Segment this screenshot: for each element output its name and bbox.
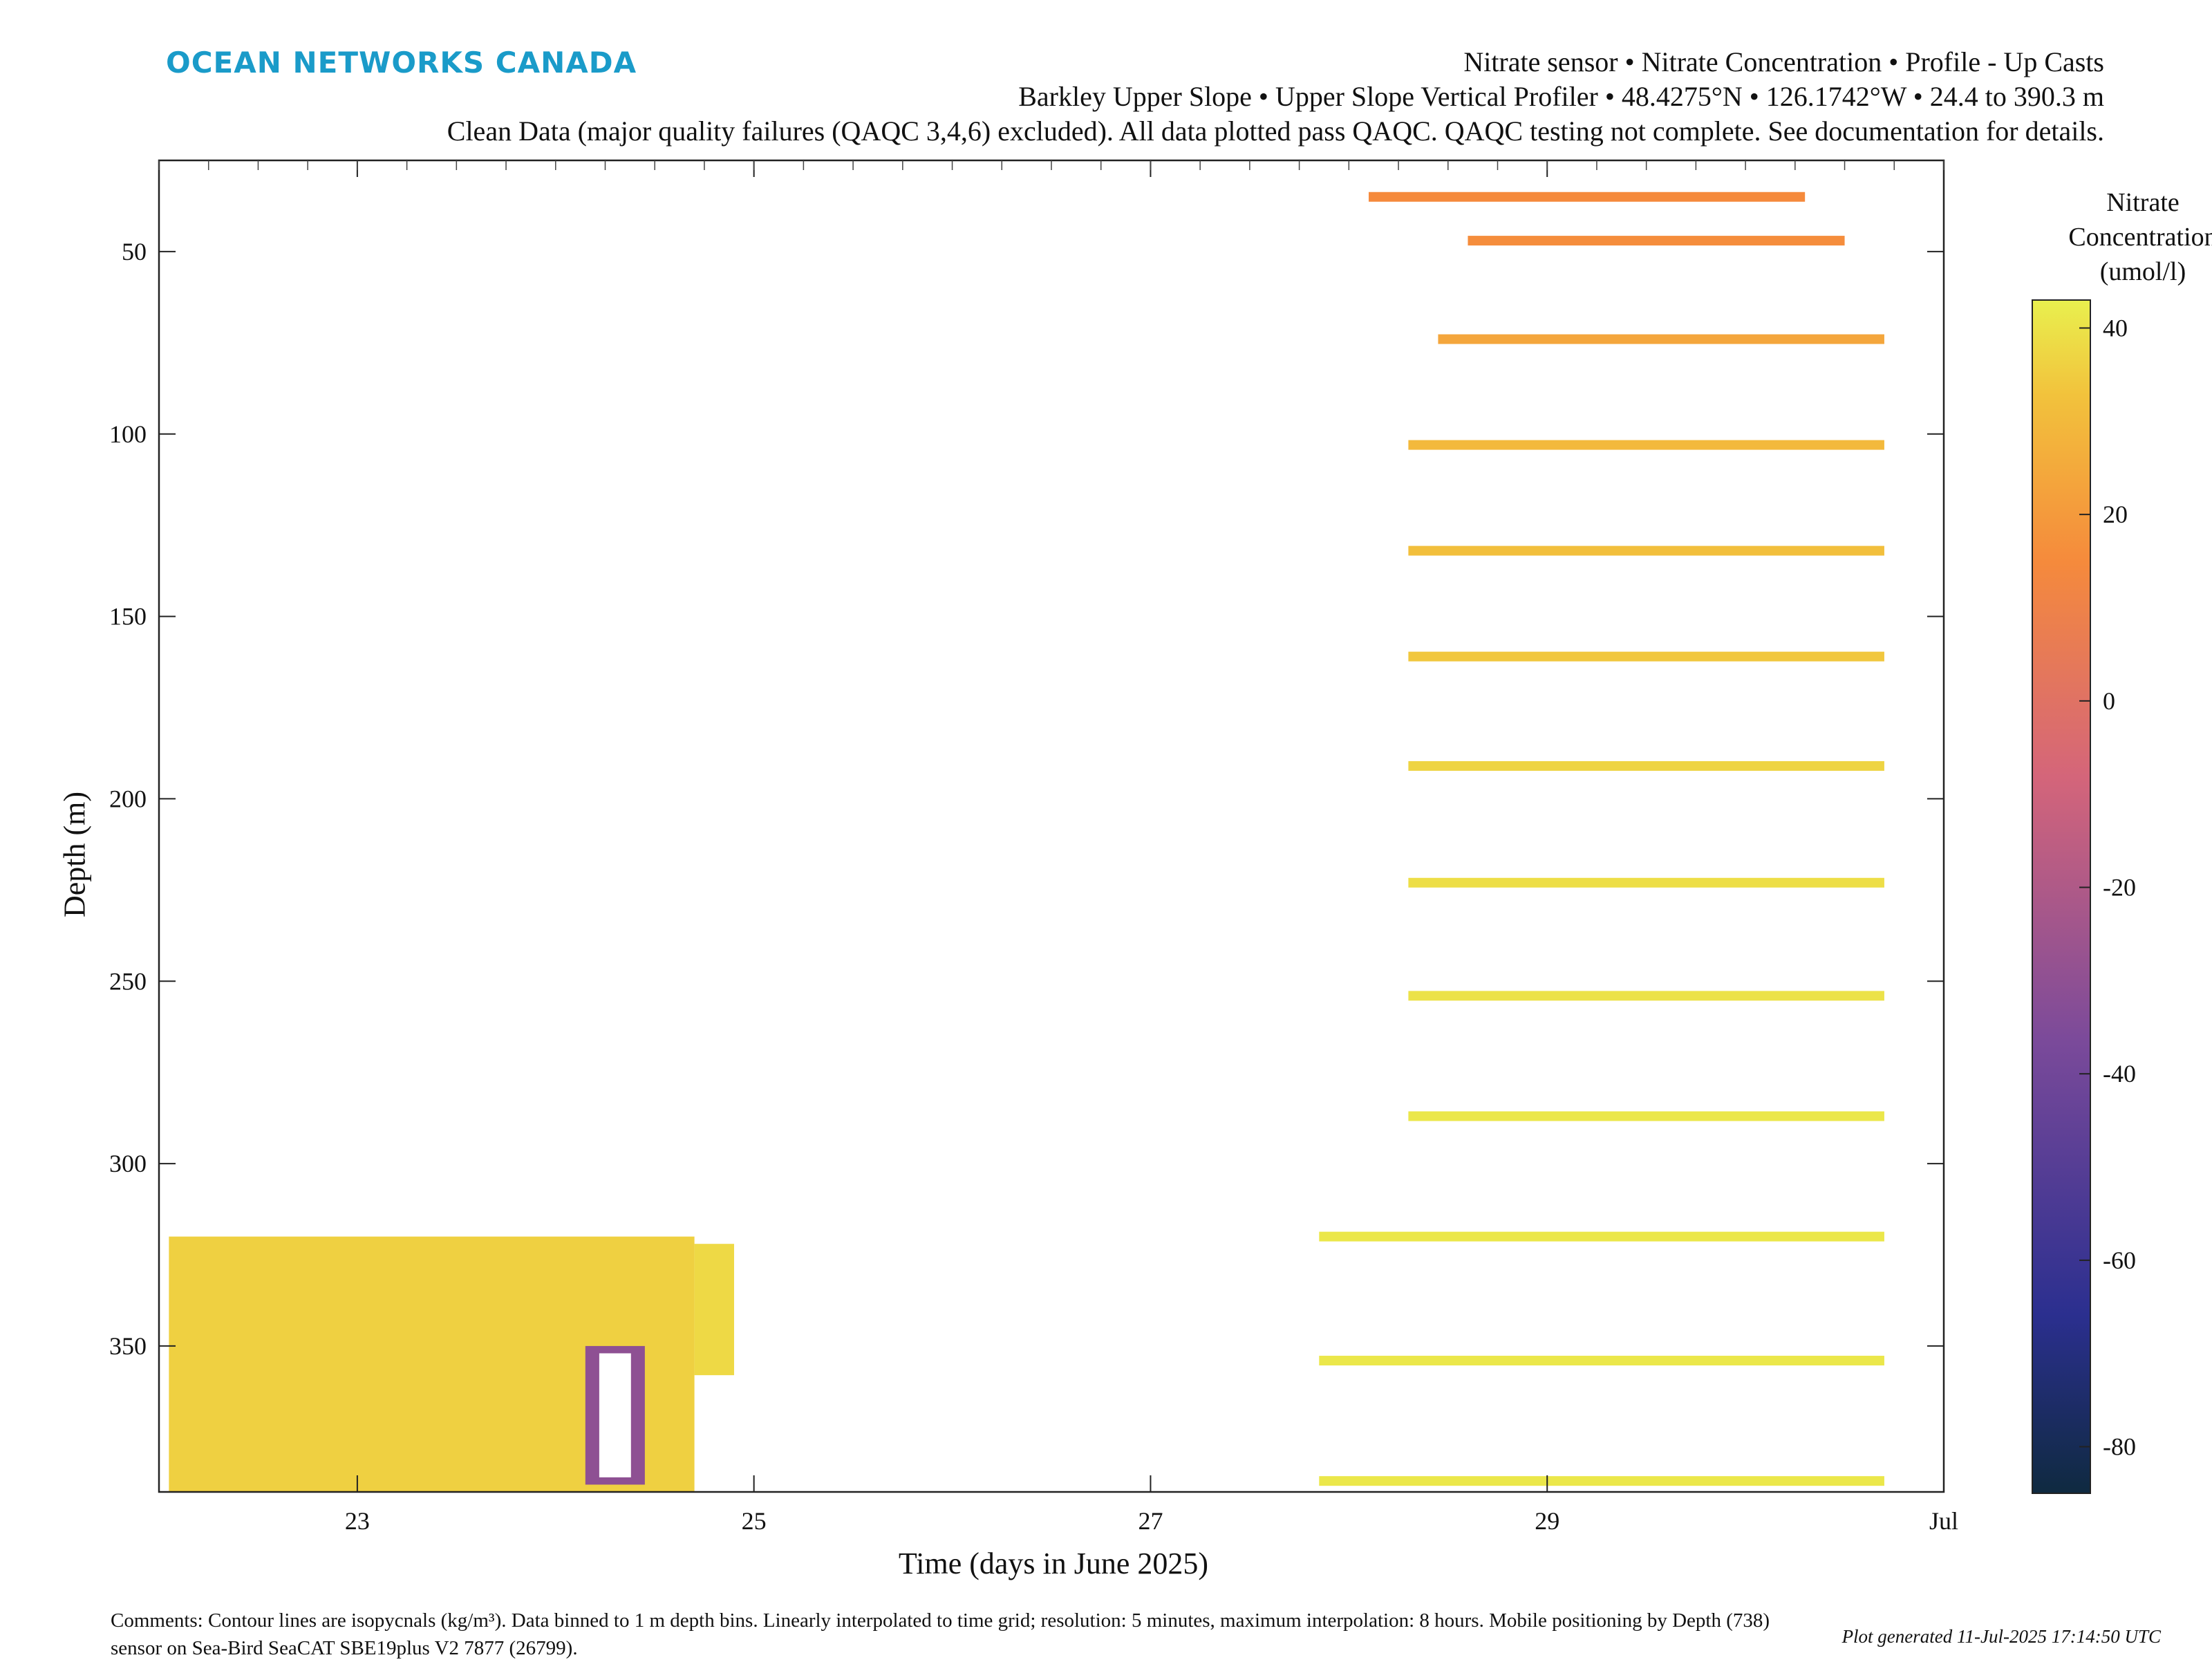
- y-tick-label-5: 300: [109, 1150, 147, 1177]
- plot-comments: Comments: Contour lines are isopycnals (…: [111, 1609, 1770, 1659]
- colorbar-tick-label-5: -60: [2103, 1246, 2136, 1274]
- plot-header-line-2: Barkley Upper Slope • Upper Slope Vertic…: [1018, 81, 2104, 112]
- plot-header-line-1: Nitrate sensor • Nitrate Concentration •…: [1463, 46, 2104, 77]
- y-tick-label-1: 100: [109, 420, 147, 448]
- data-block-1: [694, 1244, 734, 1376]
- data-band-8: [1408, 991, 1884, 1001]
- data-band-9: [1408, 1111, 1884, 1121]
- x-tick-label-0: 23: [345, 1507, 370, 1535]
- plot-generated-timestamp: Plot generated 11-Jul-2025 17:14:50 UTC: [1841, 1626, 2161, 1647]
- y-axis-label: Depth (m): [57, 791, 92, 918]
- x-tick-label-1: 25: [742, 1507, 767, 1535]
- data-band-3: [1408, 440, 1884, 450]
- heatmap-plot-area: [169, 192, 1884, 1492]
- colorbar-tick-label-4: -40: [2103, 1060, 2136, 1087]
- axes-layer: 23 25 27 29 Jul 50 100 150 200 250 300 350: [109, 159, 1958, 1535]
- x-tick-label-3: 29: [1535, 1507, 1559, 1535]
- data-band-6: [1408, 760, 1884, 771]
- data-band-0: [1369, 192, 1806, 202]
- colorbar-tick-label-6: -80: [2103, 1433, 2136, 1461]
- data-band-4: [1408, 545, 1884, 556]
- colorbar-tick-label-0: 40: [2103, 314, 2128, 342]
- colorbar-gradient: [2032, 299, 2091, 1494]
- y-tick-label-6: 350: [109, 1332, 147, 1360]
- y-tick-label-2: 150: [109, 603, 147, 631]
- plot-header-line-3: Clean Data (major quality failures (QAQC…: [447, 115, 2104, 147]
- y-tick-label-0: 50: [122, 238, 147, 265]
- x-tick-label-4: Jul: [1929, 1507, 1958, 1535]
- colorbar-tick-label-1: 20: [2103, 501, 2128, 528]
- data-band-7: [1408, 877, 1884, 888]
- data-band-5: [1408, 651, 1884, 662]
- x-tick-label-2: 27: [1138, 1507, 1163, 1535]
- data-gap: [599, 1353, 631, 1477]
- y-tick-label-4: 250: [109, 967, 147, 995]
- data-band-10: [1319, 1231, 1884, 1242]
- data-band-2: [1438, 334, 1884, 344]
- colorbar-tick-label-2: 0: [2103, 687, 2115, 715]
- data-band-11: [1319, 1356, 1884, 1366]
- colorbar-tick-label-3: -20: [2103, 874, 2136, 902]
- data-band-1: [1468, 236, 1845, 246]
- x-axis-label: Time (days in June 2025): [898, 1547, 1209, 1580]
- data-band-12: [1319, 1476, 1884, 1486]
- onc-logo: OCEAN NETWORKS CANADA: [166, 46, 637, 80]
- colorbar-title: Nitrate Concentration (umol/l): [2068, 188, 2212, 286]
- colorbar: 40 20 0 -20 -40 -60 -80: [2032, 299, 2136, 1494]
- y-tick-label-3: 200: [109, 785, 147, 812]
